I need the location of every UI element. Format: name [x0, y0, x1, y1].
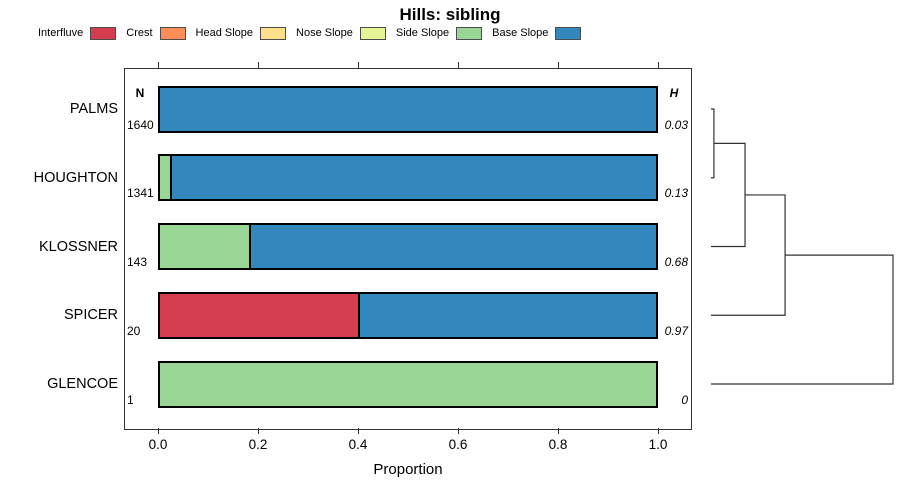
legend-swatch-interfluve	[90, 26, 117, 40]
y-axis-label-glencoe: GLENCOE	[47, 376, 118, 392]
h-value: 0	[681, 392, 688, 407]
n-column-header: N	[135, 86, 145, 100]
n-value: 143	[127, 255, 148, 269]
n-value: 1	[127, 392, 134, 407]
legend-item-label: Side Slope	[395, 27, 450, 39]
x-axis-tick-top	[257, 62, 259, 68]
bar-segment-base-slope	[169, 156, 656, 200]
x-axis-tick-label: 1.0	[648, 437, 668, 452]
dendrogram-link	[711, 194, 786, 316]
legend: Interfluve Crest Head Slope Nose Slope Side …	[38, 25, 582, 41]
n-value: 1640	[127, 117, 154, 132]
n-value: 1341	[127, 186, 154, 201]
bar-segment-base-slope	[358, 293, 656, 337]
y-axis-label-palms: PALMS	[69, 101, 118, 117]
dendrogram-link	[711, 254, 894, 385]
x-axis-tick-label: 0.2	[248, 437, 268, 452]
x-axis-tick-label: 0.4	[348, 437, 368, 452]
x-axis-tick-label: 0.6	[448, 437, 468, 452]
chart-title: Hills: sibling	[399, 5, 501, 24]
legend-swatch-crest	[159, 26, 186, 40]
bar-segment-side-slope	[160, 362, 656, 406]
legend-swatch-head-slope	[260, 26, 287, 40]
bar-segment-side-slope	[160, 156, 170, 200]
legend-item: Base Slope	[492, 26, 582, 40]
legend-item-label: Nose Slope	[296, 27, 353, 39]
plot-frame	[123, 68, 692, 430]
x-axis-tick-bottom	[657, 428, 659, 434]
stacked-bar-glencoe	[158, 360, 658, 408]
h-value: 0.03	[664, 117, 688, 132]
legend-item: Crest	[126, 26, 186, 40]
h-value: 0.68	[664, 255, 688, 269]
stacked-bar-houghton	[158, 154, 658, 202]
x-axis-tick-bottom	[457, 428, 459, 434]
bar-segment-interfluve	[160, 293, 359, 337]
x-axis-tick-label: 0.0	[148, 437, 168, 452]
legend-item: Interfluve	[38, 26, 117, 40]
legend-swatch-side-slope	[456, 26, 483, 40]
n-value: 20	[127, 323, 141, 338]
x-axis-tick-bottom	[557, 428, 559, 434]
x-axis-tick-bottom	[257, 428, 259, 434]
h-value: 0.13	[664, 186, 688, 201]
y-axis-label-klossner: KLOSSNER	[39, 238, 118, 255]
legend-item: Nose Slope	[296, 26, 386, 40]
legend-swatch-base-slope	[555, 26, 582, 40]
stacked-bar-spicer	[158, 291, 658, 339]
x-axis-tick-label: 0.8	[548, 437, 568, 452]
stacked-bar-klossner	[158, 223, 658, 270]
legend-item: Head Slope	[195, 26, 287, 40]
h-column-header: H	[669, 86, 679, 100]
dendrogram-link	[711, 142, 746, 248]
bar-segment-base-slope	[249, 225, 656, 268]
y-axis-label-spicer: SPICER	[64, 307, 118, 324]
x-axis-tick-top	[357, 62, 359, 68]
legend-swatch-nose-slope	[359, 26, 386, 40]
x-axis-tick-top	[657, 62, 659, 68]
bar-segment-base-slope	[160, 87, 656, 131]
bar-segment-side-slope	[160, 225, 250, 268]
x-axis-tick-top	[157, 62, 159, 68]
stacked-bar-palms	[158, 85, 658, 133]
legend-item-label: Interfluve	[38, 27, 84, 39]
x-axis-tick-bottom	[357, 428, 359, 434]
x-axis-tick-top	[457, 62, 459, 68]
x-axis-tick-top	[557, 62, 559, 68]
legend-item-label: Head Slope	[195, 27, 254, 39]
x-axis-tick-bottom	[157, 428, 159, 434]
dendrogram	[711, 108, 894, 385]
dendrogram-link	[711, 108, 715, 179]
x-axis-title: Proportion	[373, 461, 443, 478]
legend-item-label: Crest	[126, 27, 153, 39]
legend-item: Side Slope	[395, 26, 483, 40]
y-axis-label-houghton: HOUGHTON	[33, 169, 118, 186]
h-value: 0.97	[664, 323, 688, 338]
legend-item-label: Base Slope	[492, 27, 549, 39]
